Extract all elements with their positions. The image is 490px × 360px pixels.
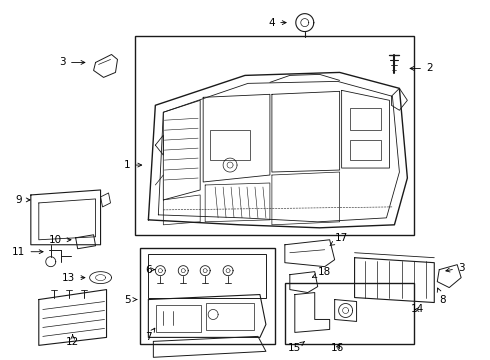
Text: 7: 7 [145,328,155,342]
Text: 18: 18 [313,267,331,277]
Text: 11: 11 [12,247,43,257]
Text: 13: 13 [62,273,85,283]
Text: 10: 10 [49,235,71,245]
Text: 14: 14 [411,305,424,315]
Text: 17: 17 [330,233,348,246]
Text: 6: 6 [145,265,155,275]
Text: 8: 8 [437,288,445,305]
Bar [141,248,275,345]
Text: 5: 5 [124,294,137,305]
Text: 16: 16 [331,343,344,354]
Text: 15: 15 [288,342,304,354]
Text: 9: 9 [16,195,30,205]
Text: 4: 4 [269,18,286,28]
Bar [285,283,415,345]
Bar [349,140,382,160]
Text: 2: 2 [410,63,433,73]
Bar [156,305,201,332]
Bar [210,130,250,160]
Text: 1: 1 [124,160,142,170]
Text: 3: 3 [446,263,465,273]
Text: 3: 3 [59,58,85,67]
Text: 12: 12 [66,334,79,347]
Bar [206,302,254,330]
Bar [349,108,382,130]
Bar [135,36,415,235]
Bar [148,254,266,298]
